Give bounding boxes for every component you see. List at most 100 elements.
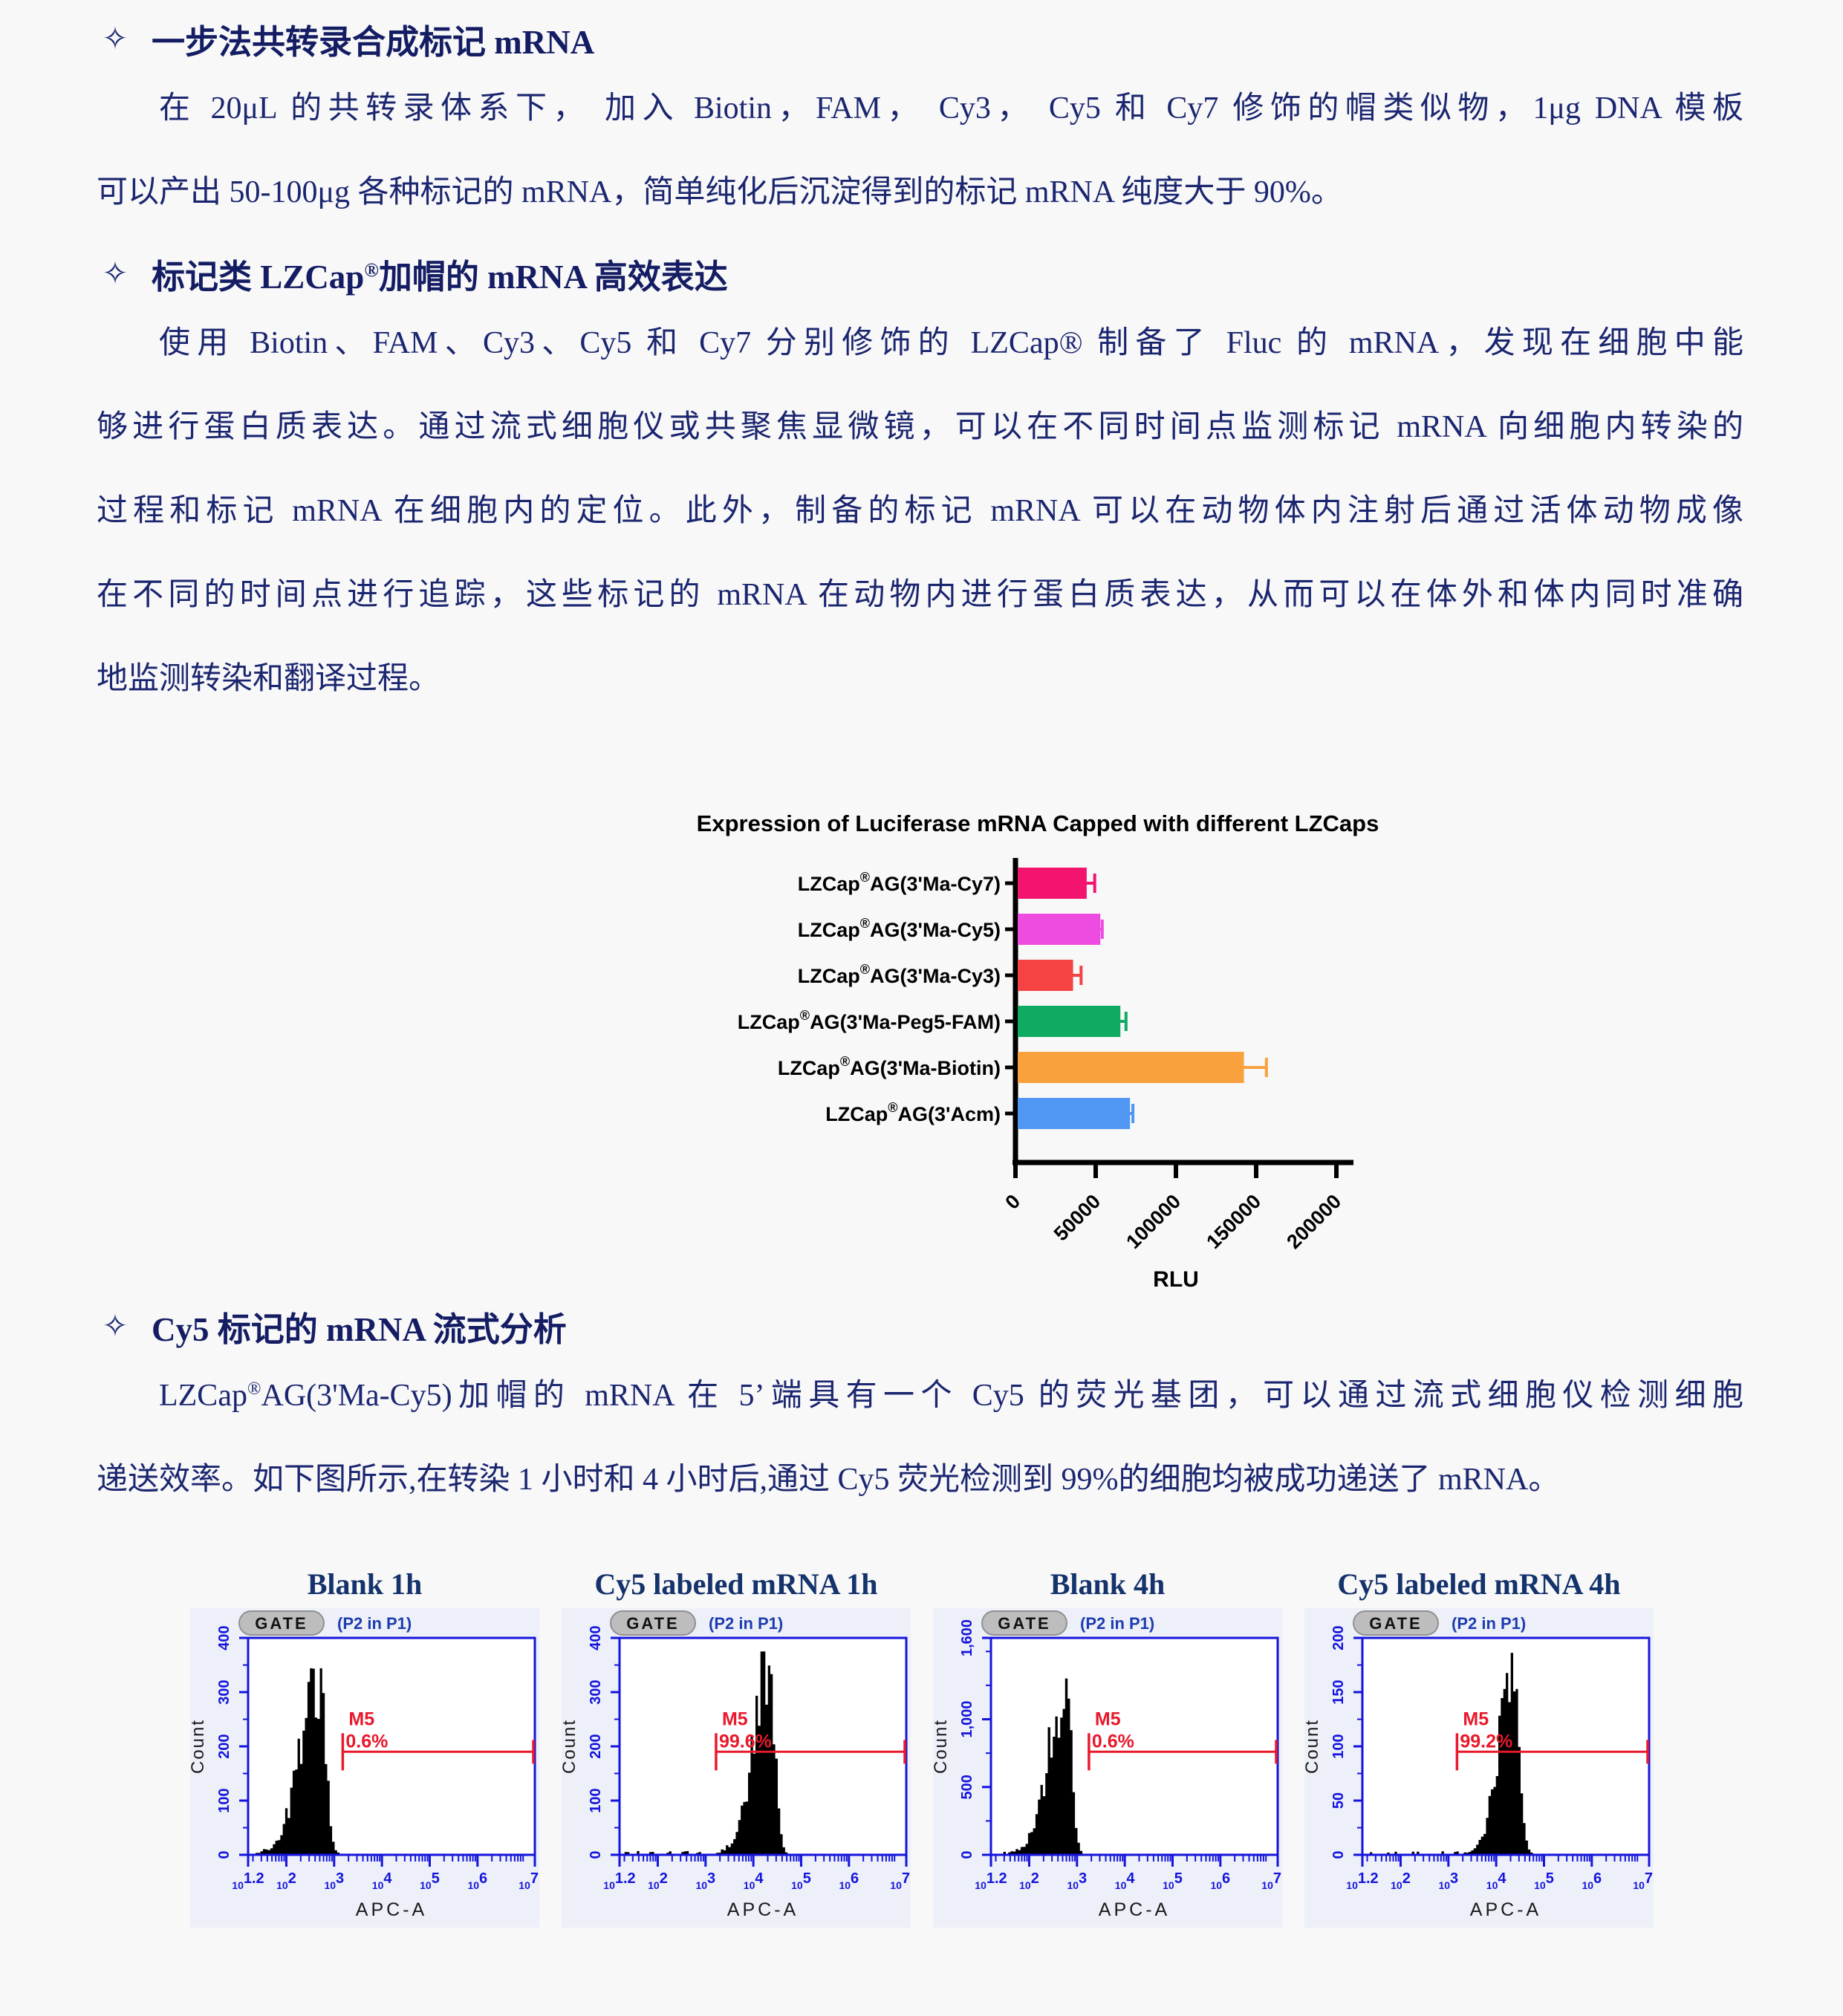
diamond-bullet-icon: ✧ bbox=[102, 1310, 129, 1344]
panel-title: Blank 4h bbox=[1050, 1567, 1166, 1601]
diamond-bullet-icon: ✧ bbox=[102, 257, 129, 291]
gate-marker-label: M5 bbox=[348, 1708, 374, 1729]
gate-percent-label: 0.6% bbox=[345, 1731, 388, 1752]
panel-title: Cy5 labeled mRNA 4h bbox=[1337, 1567, 1621, 1601]
heading-text: 一步法共转录合成标记 mRNA bbox=[152, 23, 595, 61]
bar bbox=[1018, 1098, 1131, 1129]
section-heading-cy5-flow: ✧ Cy5 标记的 mRNA 流式分析 bbox=[97, 1298, 1743, 1354]
gate-scope-label: (P2 in P1) bbox=[1080, 1614, 1154, 1633]
x-tick-label: 106 bbox=[467, 1870, 487, 1891]
gate-button-label: GATE bbox=[998, 1614, 1050, 1633]
x-tick-label: 105 bbox=[1534, 1870, 1554, 1891]
y-tick-label: 1,600 bbox=[959, 1619, 975, 1656]
x-tick-label: 101.2 bbox=[603, 1870, 635, 1891]
flow-cytometry-panels: Blank 1h GATE (P2 in P1) 0 100 200 300 400 101.… bbox=[97, 1567, 1743, 1928]
gate-button-label: GATE bbox=[626, 1614, 679, 1633]
x-axis-label: APC-A bbox=[1099, 1899, 1170, 1920]
flow-panel-blank-1h: Blank 1h GATE (P2 in P1) 0 100 200 300 400 101.… bbox=[190, 1567, 539, 1928]
flow-panel-cy5-4h: Cy5 labeled mRNA 4h GATE (P2 in P1) 0 50 100… bbox=[1304, 1567, 1654, 1928]
paragraph-line: LZCap®AG(3'Ma-Cy5)加帽的 mRNA 在 5’端具有一个 Cy5… bbox=[159, 1379, 1743, 1413]
gate-percent-label: 99.2% bbox=[1460, 1731, 1512, 1752]
y-tick-label: 1,000 bbox=[959, 1700, 975, 1737]
y-tick-label: 0 bbox=[1330, 1850, 1347, 1859]
y-axis-label: Count bbox=[1304, 1719, 1322, 1774]
category-label: LZCap®AG(3'Ma-Cy5) bbox=[798, 916, 1001, 941]
x-axis-label: RLU bbox=[1153, 1267, 1199, 1292]
paragraph-line: 在不同的时间点进行追踪，这些标记的 mRNA 在动物内进行蛋白质表达，从而可以在… bbox=[97, 578, 1743, 612]
gate-scope-label: (P2 in P1) bbox=[1452, 1614, 1526, 1633]
category-label: LZCap®AG(3'Acm) bbox=[825, 1100, 1001, 1125]
paragraph-flow-analysis: LZCap®AG(3'Ma-Cy5)加帽的 mRNA 在 5’端具有一个 Cy5… bbox=[97, 1354, 1743, 1522]
x-tick-label: 106 bbox=[1210, 1870, 1230, 1891]
x-tick-label: 104 bbox=[1486, 1870, 1507, 1891]
document-content: ✧ 一步法共转录合成标记 mRNA 在 20μL 的共转录体系下， 加入 Bio… bbox=[97, 22, 1743, 1928]
x-tick-label: 104 bbox=[744, 1870, 764, 1891]
x-tick-label: 200000 bbox=[1282, 1190, 1345, 1253]
y-tick-label: 100 bbox=[588, 1788, 604, 1812]
x-tick-label: 106 bbox=[839, 1870, 859, 1891]
gate-scope-label: (P2 in P1) bbox=[709, 1614, 783, 1633]
x-tick-label: 105 bbox=[420, 1870, 440, 1891]
x-tick-label: 103 bbox=[1438, 1870, 1458, 1891]
category-label: LZCap®AG(3'Ma-Cy3) bbox=[798, 962, 1001, 987]
section-heading-lzcap-expression: ✧ 标记类 LZCap®加帽的 mRNA 高效表达 bbox=[97, 245, 1743, 302]
paragraph-line: 在 20μL 的共转录体系下， 加入 Biotin，FAM， Cy3， Cy5 … bbox=[159, 91, 1743, 126]
y-tick-label: 200 bbox=[588, 1734, 604, 1758]
gate-pill bbox=[610, 1610, 696, 1636]
x-axis-label: APC-A bbox=[356, 1899, 427, 1920]
y-tick-label: 400 bbox=[216, 1625, 233, 1650]
y-tick-label: 300 bbox=[216, 1680, 233, 1704]
x-tick-label: 107.2 bbox=[890, 1870, 911, 1891]
bar-chart-svg: Expression of Luciferase mRNA Capped wit… bbox=[697, 810, 1379, 1292]
gate-marker-label: M5 bbox=[722, 1708, 748, 1729]
bar bbox=[1018, 1006, 1121, 1037]
x-tick-label: 102 bbox=[276, 1870, 296, 1891]
x-tick-label: 105 bbox=[1163, 1870, 1183, 1891]
heading-text: 标记类 LZCap®加帽的 mRNA 高效表达 bbox=[152, 258, 728, 296]
x-axis-label: APC-A bbox=[1470, 1899, 1541, 1920]
bar bbox=[1018, 1052, 1244, 1083]
y-tick-label: 100 bbox=[1330, 1734, 1347, 1758]
gate-button-label: GATE bbox=[1369, 1614, 1422, 1633]
gate-percent-label: 0.6% bbox=[1092, 1731, 1134, 1752]
y-tick-label: 0 bbox=[216, 1850, 233, 1859]
y-tick-label: 400 bbox=[588, 1625, 604, 1650]
category-label: LZCap®AG(3'Ma-Biotin) bbox=[778, 1054, 1001, 1079]
y-axis-label: Count bbox=[190, 1719, 208, 1774]
flow-panel-cy5-1h: Cy5 labeled mRNA 1h GATE (P2 in P1) 0 100 20… bbox=[562, 1567, 911, 1928]
gate-button-label: GATE bbox=[255, 1614, 308, 1633]
x-tick-label: 105 bbox=[791, 1870, 811, 1891]
x-tick-label: 107.2 bbox=[1261, 1870, 1282, 1891]
gate-marker-label: M5 bbox=[1463, 1708, 1489, 1729]
x-tick-label: 0 bbox=[1001, 1190, 1024, 1214]
paragraph-cotranscription: 在 20μL 的共转录体系下， 加入 Biotin，FAM， Cy3， Cy5 … bbox=[97, 67, 1743, 235]
gate-pill bbox=[1353, 1610, 1439, 1636]
x-tick-label: 150000 bbox=[1202, 1190, 1265, 1253]
heading-text: Cy5 标记的 mRNA 流式分析 bbox=[152, 1310, 567, 1348]
y-axis-label: Count bbox=[562, 1719, 579, 1774]
x-tick-label: 102 bbox=[1391, 1870, 1411, 1891]
bar-chart-title: Expression of Luciferase mRNA Capped wit… bbox=[697, 810, 1379, 836]
x-tick-label: 102 bbox=[648, 1870, 668, 1891]
x-tick-label: 104 bbox=[1115, 1870, 1136, 1891]
x-tick-label: 103 bbox=[695, 1870, 715, 1891]
gate-marker-label: M5 bbox=[1095, 1708, 1121, 1729]
y-tick-label: 150 bbox=[1330, 1680, 1347, 1704]
plot-area bbox=[989, 1636, 1279, 1856]
flow-panel-blank-4h: Blank 4h GATE (P2 in P1) 0 500 1,000 1,600 101… bbox=[933, 1567, 1282, 1928]
bar bbox=[1018, 960, 1073, 991]
y-tick-label: 50 bbox=[1330, 1792, 1347, 1809]
y-tick-label: 200 bbox=[216, 1734, 233, 1758]
category-label: LZCap®AG(3'Ma-Peg5-FAM) bbox=[738, 1008, 1001, 1033]
paragraph-line: 地监测转染和翻译过程。 bbox=[97, 662, 441, 696]
x-tick-label: 107.2 bbox=[1633, 1870, 1654, 1891]
paragraph-line: 过程和标记 mRNA 在细胞内的定位。此外，制备的标记 mRNA 可以在动物体内… bbox=[97, 494, 1743, 528]
diamond-bullet-icon: ✧ bbox=[102, 22, 129, 56]
y-tick-label: 0 bbox=[959, 1850, 975, 1859]
x-tick-label: 103 bbox=[1067, 1870, 1087, 1891]
histogram-peak bbox=[991, 1678, 1278, 1854]
x-tick-label: 101.2 bbox=[1346, 1870, 1378, 1891]
flow-histogram-svg: GATE (P2 in P1) 0 50 100 150 200 101.2 102 103 104… bbox=[1304, 1608, 1654, 1928]
gate-pill bbox=[238, 1610, 325, 1636]
gate-pill bbox=[981, 1610, 1067, 1636]
